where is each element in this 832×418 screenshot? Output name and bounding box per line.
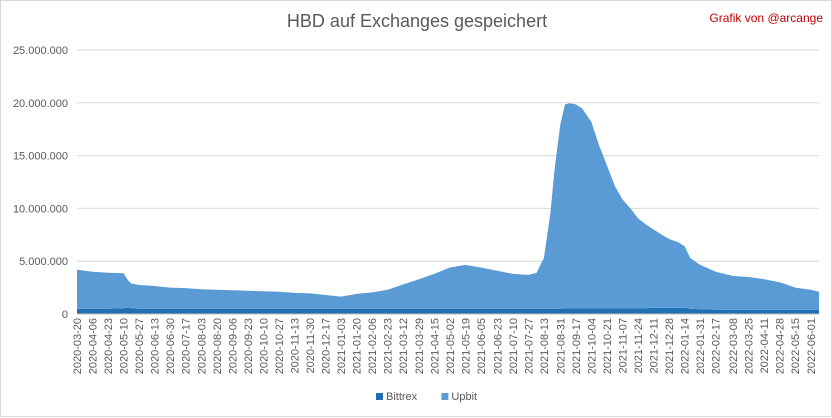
x-tick-label: 2022-01-31: [695, 318, 707, 374]
x-tick-label: 2021-07-10: [508, 318, 520, 374]
x-tick-label: 2022-05-15: [790, 318, 802, 374]
x-tick-label: 2020-11-13: [290, 318, 302, 373]
x-tick-label: 2021-12-11: [649, 318, 661, 373]
x-tick-label: 2020-08-03: [196, 318, 208, 374]
x-tick-label: 2022-04-11: [759, 318, 771, 373]
x-tick-label: 2022-06-01: [806, 318, 818, 374]
x-tick-label: 2021-05-19: [460, 318, 472, 374]
x-tick-label: 2020-10-27: [274, 318, 286, 374]
x-tick-label: 2021-12-28: [664, 318, 676, 374]
x-tick-label: 2021-03-12: [398, 318, 410, 374]
legend-label-upbit: Upbit: [451, 391, 477, 403]
x-tick-label: 2021-11-07: [618, 318, 630, 373]
x-tick-label: 2020-06-30: [165, 318, 177, 374]
legend-label-bittrex: Bittrex: [386, 391, 418, 403]
axes: 0 5.000.000 10.000.000 15.000.000 20.000.000…: [13, 45, 819, 374]
y-tick-label: 10.000.000: [13, 203, 68, 215]
x-tick-label: 2022-03-25: [744, 318, 756, 374]
y-tick-label: 15.000.000: [13, 151, 68, 163]
x-tick-label: 2022-01-14: [680, 318, 692, 374]
x-tick-label: 2020-08-20: [212, 318, 224, 374]
x-tick-label: 2020-05-27: [134, 318, 146, 374]
chart-credit: Grafik von @arcange: [709, 11, 823, 25]
x-tick-label: 2021-09-17: [571, 318, 583, 374]
x-tick-label: 2020-03-20: [72, 318, 84, 374]
x-tick-label: 2022-02-17: [711, 318, 723, 374]
x-tick-label: 2021-04-15: [429, 318, 441, 374]
x-tick-label: 2020-04-06: [88, 318, 100, 374]
x-tick-label: 2021-08-31: [555, 318, 567, 374]
x-tick-label: 2021-02-23: [383, 318, 395, 374]
y-tick-label: 0: [62, 309, 68, 321]
y-tick-label: 5.000.000: [19, 256, 68, 268]
x-tick-label: 2021-07-27: [523, 318, 535, 374]
legend-swatch-bittrex: [376, 393, 383, 400]
x-tick-label: 2020-12-17: [321, 318, 333, 374]
x-tick-label: 2021-06-05: [476, 318, 488, 374]
x-tick-label: 2020-11-30: [305, 318, 317, 373]
gridlines: [77, 49, 819, 262]
x-tick-label: 2020-06-13: [150, 318, 162, 374]
legend: Bittrex Upbit: [376, 391, 477, 403]
x-tick-label: 2022-03-08: [728, 318, 740, 374]
x-tick-label: 2021-11-24: [633, 318, 645, 373]
legend-swatch-upbit: [441, 393, 449, 400]
series-area-bittrex: [77, 307, 819, 314]
x-tick-label: 2021-01-20: [352, 318, 364, 374]
x-tick-label: 2020-09-06: [227, 318, 239, 374]
series-areas: [77, 103, 819, 314]
x-tick-label: 2021-10-21: [602, 318, 614, 374]
x-tick-label: 2021-08-13: [539, 318, 551, 374]
x-tick-label: 2021-02-06: [367, 318, 379, 374]
x-tick-label: 2021-03-29: [414, 318, 426, 374]
x-tick-label: 2020-05-10: [119, 318, 131, 374]
x-tick-label: 2021-06-23: [492, 318, 504, 374]
chart-title: HBD auf Exchanges gespeichert: [286, 11, 548, 31]
y-tick-label: 25.000.000: [13, 45, 68, 57]
x-tick-label: 2020-04-23: [103, 318, 115, 374]
y-tick-label: 20.000.000: [13, 98, 68, 110]
x-tick-label: 2021-10-04: [587, 318, 599, 374]
x-tick-label: 2022-04-28: [775, 318, 787, 374]
series-area-upbit: [77, 103, 819, 310]
x-tick-label: 2021-05-02: [445, 318, 457, 374]
x-tick-label: 2020-09-23: [243, 318, 255, 374]
x-tick-label: 2021-01-03: [336, 318, 348, 374]
x-tick-label: 2020-10-10: [258, 318, 270, 374]
x-tick-label: 2020-07-17: [181, 318, 193, 374]
